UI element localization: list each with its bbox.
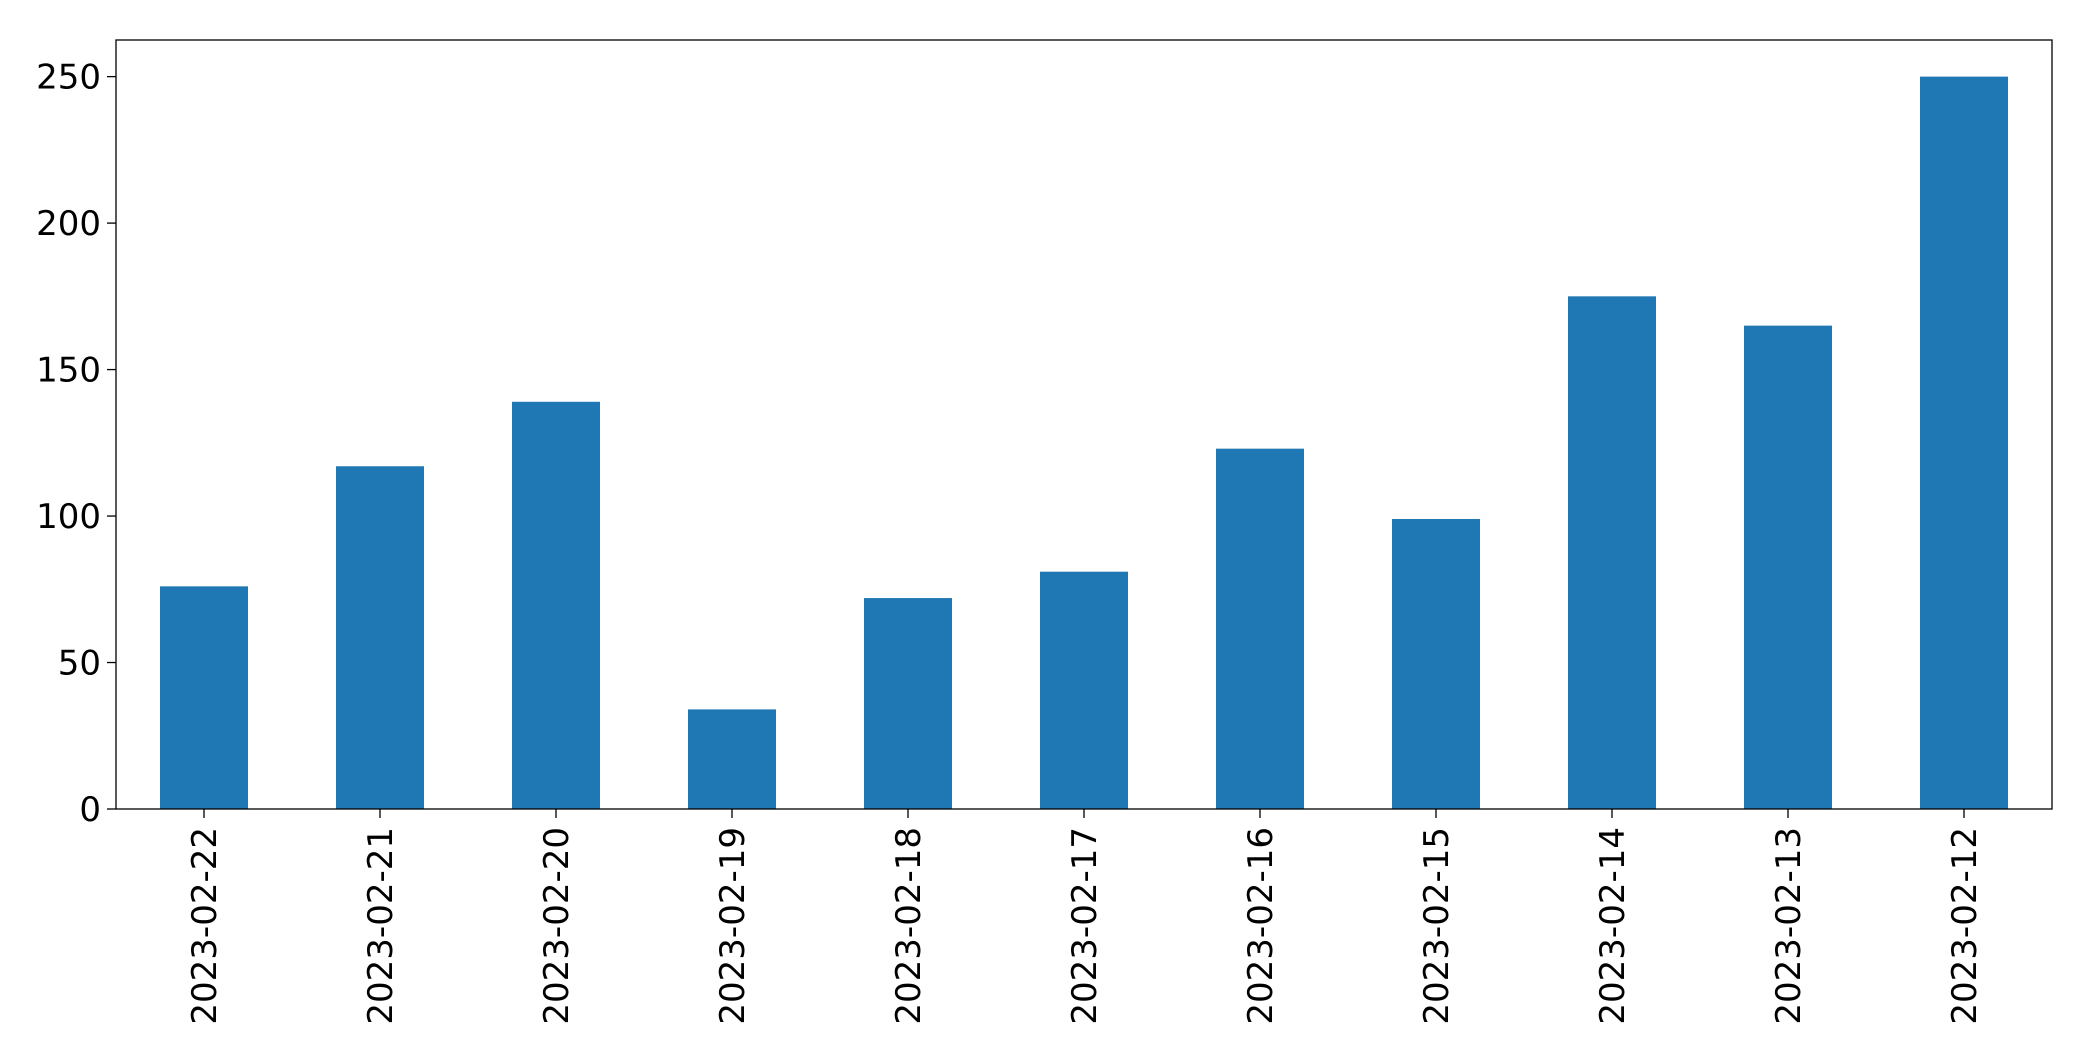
x-tick-label: 2023-02-15 [1417,827,1457,1025]
y-tick-label: 50 [58,644,101,684]
x-tick-label: 2023-02-13 [1769,827,1809,1025]
x-tick-label: 2023-02-19 [713,827,753,1025]
y-tick-label: 150 [36,351,101,391]
bar [688,709,776,809]
x-tick-label: 2023-02-14 [1593,827,1633,1025]
bar [512,401,600,809]
x-tick-label: 2023-02-22 [185,827,225,1025]
x-tick-label: 2023-02-18 [889,827,929,1025]
bar [1040,571,1128,809]
x-tick-label: 2023-02-17 [1065,827,1105,1025]
x-tick-label: 2023-02-20 [537,827,577,1025]
bar [1568,296,1656,809]
y-tick-label: 250 [36,58,101,98]
bar [1216,448,1304,809]
axes-frame [115,39,2053,810]
x-tick-label: 2023-02-21 [361,827,401,1025]
x-tick-label: 2023-02-12 [1945,827,1985,1025]
bar [1744,325,1832,809]
y-tick-label: 200 [36,204,101,244]
bar [1920,76,2008,810]
bar [864,598,952,809]
bar [336,466,424,809]
bar [160,586,248,809]
bar [1392,518,1480,809]
x-tick-label: 2023-02-16 [1241,827,1281,1025]
y-tick-label: 0 [79,790,101,830]
y-tick-label: 100 [36,497,101,537]
